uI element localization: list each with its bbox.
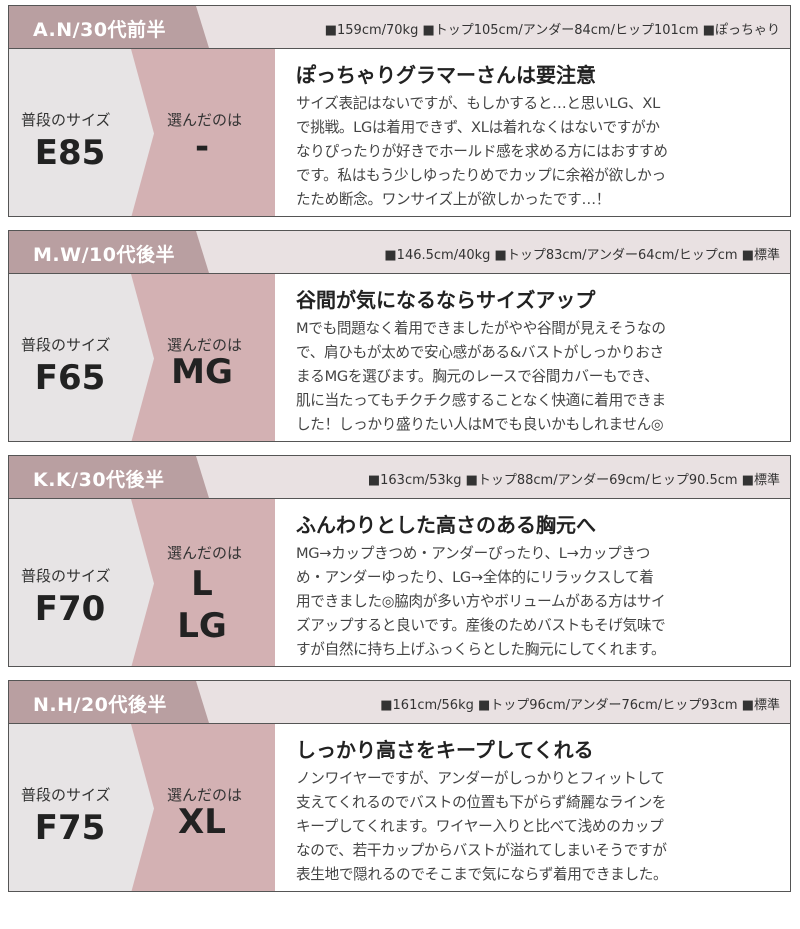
review-title: しっかり高さをキープしてくれる: [296, 738, 594, 762]
review-title: ぽっちゃりグラマーさんは要注意: [296, 63, 596, 87]
review-card: M.W/10代後半 ■146.5cm/40kg ■トップ83cm/アンダー64c…: [8, 230, 791, 442]
chosen-label: 選んだのは: [167, 786, 243, 804]
review-text-line: サイズ表記はないですが、もしかすると…と思いLG、XL: [296, 95, 660, 112]
usual-size-panel: [9, 49, 154, 216]
review-content: しっかり高さをキープしてくれる ノンワイヤーですが、アンダーがしっかりとフィット…: [296, 734, 786, 887]
chosen-label: 選んだのは: [167, 336, 243, 354]
reviewer-name: M.W/10代後半: [33, 244, 175, 266]
review-content: ぽっちゃりグラマーさんは要注意 サイズ表記はないですが、もしかすると…と思いLG…: [296, 59, 786, 212]
review-text-line: まるMGを選びます。胸元のレースで谷間カバーもでき、: [296, 368, 659, 385]
review-text-line: 肌に当たってもチクチク感することなく快適に着用できま: [296, 392, 666, 409]
review-text-line: した！しっかり盛りたい人はMでも良いかもしれません◎: [296, 416, 664, 433]
review-header: A.N/30代前半 ■159cm/70kg ■トップ105cm/アンダー84cm…: [9, 6, 790, 49]
reviewer-tag: M.W/10代後半: [9, 231, 209, 273]
review-text-line: Mでも問題なく着用できましたがやや谷間が見えそうなの: [296, 320, 666, 337]
reviewer-stats: ■159cm/70kg ■トップ105cm/アンダー84cm/ヒップ101cm …: [324, 23, 780, 38]
reviewer-stats: ■146.5cm/40kg ■トップ83cm/アンダー64cm/ヒップcm ■標…: [384, 248, 780, 263]
review-content: ふんわりとした高さのある胸元へ MG→カップきつめ・アンダーぴったり、L→カップ…: [296, 509, 786, 662]
chosen-size-value: MG: [171, 352, 233, 392]
reviewer-tag: N.H/20代後半: [9, 681, 209, 723]
review-text-line: 用できました◎脇肉が多い方やボリュームがある方はサイ: [296, 593, 666, 610]
usual-size-value: F70: [34, 589, 106, 629]
review-title: 谷間が気になるならサイズアップ: [296, 288, 596, 312]
review-card: A.N/30代前半 ■159cm/70kg ■トップ105cm/アンダー84cm…: [8, 5, 791, 217]
review-body: 普段のサイズ F75 選んだのは XL しっかり高さをキープしてくれる ノンワイ…: [9, 724, 790, 891]
review-title: ふんわりとした高さのある胸元へ: [296, 513, 596, 537]
chosen-size-value: XL: [178, 802, 226, 842]
chosen-size-value: L: [191, 564, 213, 604]
chosen-label: 選んだのは: [167, 544, 243, 562]
usual-size-panel: [9, 274, 154, 441]
chosen-label: 選んだのは: [167, 111, 243, 129]
chosen-size-value: LG: [177, 606, 227, 646]
review-card: K.K/30代後半 ■163cm/53kg ■トップ88cm/アンダー69cm/…: [8, 455, 791, 667]
review-body: 普段のサイズ E85 選んだのは - ぽっちゃりグラマーさんは要注意 サイズ表記…: [9, 49, 790, 216]
review-text-line: なので、若干カップからバストが溢れてしまいそうですが: [296, 842, 667, 859]
usual-size-label: 普段のサイズ: [21, 336, 111, 354]
review-text-line: で挑戦。LGは着用できず、XLは着れなくはないですがか: [296, 119, 660, 136]
usual-size-value: F75: [34, 808, 106, 848]
reviewer-tag: A.N/30代前半: [9, 6, 209, 48]
review-text-line: で、肩ひもが太めで安心感がある&バストがしっかりおさ: [296, 344, 664, 361]
review-header: N.H/20代後半 ■161cm/56kg ■トップ96cm/アンダー76cm/…: [9, 681, 790, 724]
reviewer-name: A.N/30代前半: [33, 19, 167, 41]
review-text-line: ノンワイヤーですが、アンダーがしっかりとフィットして: [296, 770, 665, 787]
review-body: 普段のサイズ F70 選んだのは L LG ふんわりとした高さのある胸元へ MG→…: [9, 499, 790, 666]
review-text-line: なりぴったりが好きでホールド感を求める方にはおすすめ: [296, 143, 668, 160]
usual-size-label: 普段のサイズ: [21, 111, 111, 129]
review-body: 普段のサイズ F65 選んだのは MG 谷間が気になるならサイズアップ Mでも問…: [9, 274, 790, 441]
review-text-line: たため断念。ワンサイズ上が欲しかったです…！: [296, 191, 611, 208]
usual-size-value: E85: [34, 133, 106, 173]
usual-size-label: 普段のサイズ: [21, 786, 111, 804]
review-header: K.K/30代後半 ■163cm/53kg ■トップ88cm/アンダー69cm/…: [9, 456, 790, 499]
review-text-line: ズアップすると良いです。産後のためバストもそげ気味で: [296, 617, 666, 634]
usual-size-value: F65: [34, 358, 106, 398]
review-header: M.W/10代後半 ■146.5cm/40kg ■トップ83cm/アンダー64c…: [9, 231, 790, 274]
usual-size-panel: [9, 499, 154, 666]
reviewer-name: N.H/20代後半: [33, 694, 167, 716]
reviewer-tag: K.K/30代後半: [9, 456, 209, 498]
reviewer-stats: ■163cm/53kg ■トップ88cm/アンダー69cm/ヒップ90.5cm …: [367, 473, 780, 488]
usual-size-label: 普段のサイズ: [21, 567, 111, 585]
review-content: 谷間が気になるならサイズアップ Mでも問題なく着用できましたがやや谷間が見えそう…: [296, 284, 786, 437]
review-text-line: キープしてくれます。ワイヤー入りと比べて浅めのカップ: [296, 818, 664, 835]
review-text-line: です。私はもう少しゆったりめでカップに余裕が欲しかっ: [296, 167, 666, 184]
usual-size-panel: [9, 724, 154, 891]
reviewer-name: K.K/30代後半: [33, 469, 165, 491]
review-text-line: MG→カップきつめ・アンダーぴったり、L→カップきつ: [296, 545, 650, 562]
reviewer-stats: ■161cm/56kg ■トップ96cm/アンダー76cm/ヒップ93cm ■標…: [380, 698, 780, 713]
chosen-size-value: -: [194, 127, 210, 167]
review-text-line: 表生地で隠れるのでそこまで気にならず着用できました。: [296, 866, 668, 883]
review-text-line: すが自然に持ち上げふっくらとした胸元にしてくれます。: [296, 641, 666, 658]
review-text-line: め・アンダーゆったり、LG→全体的にリラックスして着: [296, 569, 654, 586]
review-text-line: 支えてくれるのでバストの位置も下がらず綺麗なラインを: [296, 794, 667, 811]
review-card: N.H/20代後半 ■161cm/56kg ■トップ96cm/アンダー76cm/…: [8, 680, 791, 892]
